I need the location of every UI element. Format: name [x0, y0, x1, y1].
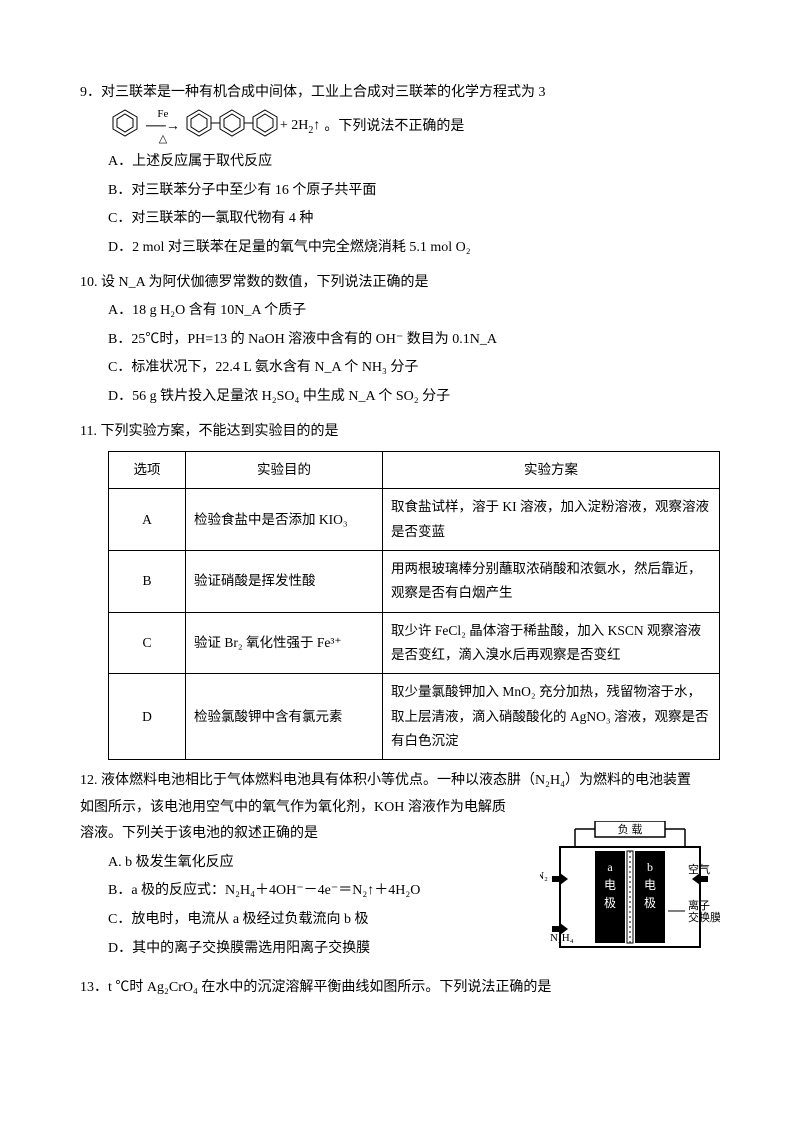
fuel-cell-diagram: 负 载 a 电 极 b 电 极 N₂ N₂H₄	[540, 821, 720, 967]
cell-d: D	[109, 674, 186, 760]
question-13: 13．t ℃时 Ag₂CrO₄ 在水中的沉淀溶解平衡曲线如图所示。下列说法正确的…	[80, 975, 720, 1002]
q10-opt-b: B．25℃时，PH=13 的 NaOH 溶液中含有的 OH⁻ 数目为 0.1N_…	[80, 327, 720, 354]
svg-text:a: a	[607, 860, 613, 874]
table-row: A 检验食盐中是否添加 KIO₃ 取食盐试样，溶于 KI 溶液，加入淀粉溶液，观…	[109, 489, 720, 551]
question-10: 10. 设 N_A 为阿伏伽德罗常数的数值，下列说法正确的是 A．18 g H₂…	[80, 270, 720, 411]
cell-b-purpose: 验证硝酸是挥发性酸	[186, 551, 383, 613]
question-9: 9．对三联苯是一种有机合成中间体，工业上合成对三联苯的化学方程式为 3 Fe ─…	[80, 80, 720, 262]
question-12: 12. 液体燃料电池相比于气体燃料电池具有体积小等优点。一种以液态肼（N₂H₄）…	[80, 768, 720, 967]
q12-stem2: 如图所示，该电池用空气中的氧气作为氧化剂，KOH 溶液作为电解质	[80, 795, 720, 822]
q11-stem: 11. 下列实验方案，不能达到实验目的的是	[80, 419, 720, 446]
plus-h2: + 2H2↑	[280, 113, 321, 140]
q9-reaction: Fe ──→ △ + 2H2↑ 。下列说法不正确的是	[80, 107, 720, 148]
svg-text:极: 极	[644, 896, 656, 910]
cell-a-plan: 取食盐试样，溶于 KI 溶液，加入淀粉溶液，观察溶液是否变蓝	[383, 489, 720, 551]
q10-stem: 10. 设 N_A 为阿伏伽德罗常数的数值，下列说法正确的是	[80, 270, 720, 297]
cell-b-plan: 用两根玻璃棒分别蘸取浓硝酸和浓氨水，然后靠近，观察是否有白烟产生	[383, 551, 720, 613]
q10-opt-d: D．56 g 铁片投入足量浓 H₂SO₄ 中生成 N_A 个 SO₂ 分子	[80, 384, 720, 411]
cell-d-plan: 取少量氯酸钾加入 MnO₂ 充分加热，残留物溶于水，取上层清液，滴入硝酸酸化的 …	[383, 674, 720, 760]
svg-text:N₂: N₂	[540, 870, 548, 882]
cell-a-purpose: 检验食盐中是否添加 KIO₃	[186, 489, 383, 551]
cell-a: A	[109, 489, 186, 551]
svg-text:N₂H₄: N₂H₄	[550, 932, 574, 944]
experiment-table: 选项 实验目的 实验方案 A 检验食盐中是否添加 KIO₃ 取食盐试样，溶于 K…	[108, 451, 720, 760]
svg-text:交换膜: 交换膜	[688, 910, 720, 924]
fuel-cell-svg: 负 载 a 电 极 b 电 极 N₂ N₂H₄	[540, 821, 720, 956]
q13-stem: 13．t ℃时 Ag₂CrO₄ 在水中的沉淀溶解平衡曲线如图所示。下列说法正确的…	[80, 975, 720, 1002]
question-11: 11. 下列实验方案，不能达到实验目的的是 选项 实验目的 实验方案 A 检验食…	[80, 419, 720, 761]
svg-text:离子: 离子	[688, 898, 710, 912]
svg-text:电: 电	[604, 878, 616, 892]
svg-text:电: 电	[644, 878, 656, 892]
svg-text:极: 极	[604, 896, 616, 910]
table-row: D 检验氯酸钾中含有氯元素 取少量氯酸钾加入 MnO₂ 充分加热，残留物溶于水，…	[109, 674, 720, 760]
col-purpose: 实验目的	[186, 452, 383, 489]
q9-stem-line1: 9．对三联苯是一种有机合成中间体，工业上合成对三联苯的化学方程式为 3	[80, 80, 720, 107]
cell-c-plan: 取少许 FeCl₂ 晶体溶于稀盐酸，加入 KSCN 观察溶液是否变红，滴入溴水后…	[383, 612, 720, 674]
q10-opt-a: A．18 g H₂O 含有 10N_A 个质子	[80, 298, 720, 325]
q10-opt-c: C．标准状况下，22.4 L 氨水含有 N_A 个 NH₃ 分子	[80, 355, 720, 382]
reaction-arrow: Fe ──→ △	[146, 109, 180, 145]
benzene-icon	[108, 107, 142, 148]
cell-d-purpose: 检验氯酸钾中含有氯元素	[186, 674, 383, 760]
col-option: 选项	[109, 452, 186, 489]
q9-opt-a: A．上述反应属于取代反应	[80, 149, 720, 176]
cell-c-purpose: 验证 Br₂ 氧化性强于 Fe³⁺	[186, 612, 383, 674]
q9-stem-tail: 。下列说法不正确的是	[324, 114, 464, 141]
cell-c: C	[109, 612, 186, 674]
q9-opt-d: D．2 mol 对三联苯在足量的氧气中完全燃烧消耗 5.1 mol O₂	[80, 235, 720, 262]
q9-opt-b: B．对三联苯分子中至少有 16 个原子共平面	[80, 178, 720, 205]
terphenyl-icon	[184, 107, 280, 148]
svg-text:b: b	[647, 860, 653, 874]
svg-text:空气: 空气	[688, 862, 710, 876]
table-row: B 验证硝酸是挥发性酸 用两根玻璃棒分别蘸取浓硝酸和浓氨水，然后靠近，观察是否有…	[109, 551, 720, 613]
table-header-row: 选项 实验目的 实验方案	[109, 452, 720, 489]
col-plan: 实验方案	[383, 452, 720, 489]
table-row: C 验证 Br₂ 氧化性强于 Fe³⁺ 取少许 FeCl₂ 晶体溶于稀盐酸，加入…	[109, 612, 720, 674]
cell-b: B	[109, 551, 186, 613]
load-label: 负 载	[618, 822, 643, 836]
q9-opt-c: C．对三联苯的一氯取代物有 4 种	[80, 206, 720, 233]
q12-stem1: 12. 液体燃料电池相比于气体燃料电池具有体积小等优点。一种以液态肼（N₂H₄）…	[80, 768, 720, 795]
